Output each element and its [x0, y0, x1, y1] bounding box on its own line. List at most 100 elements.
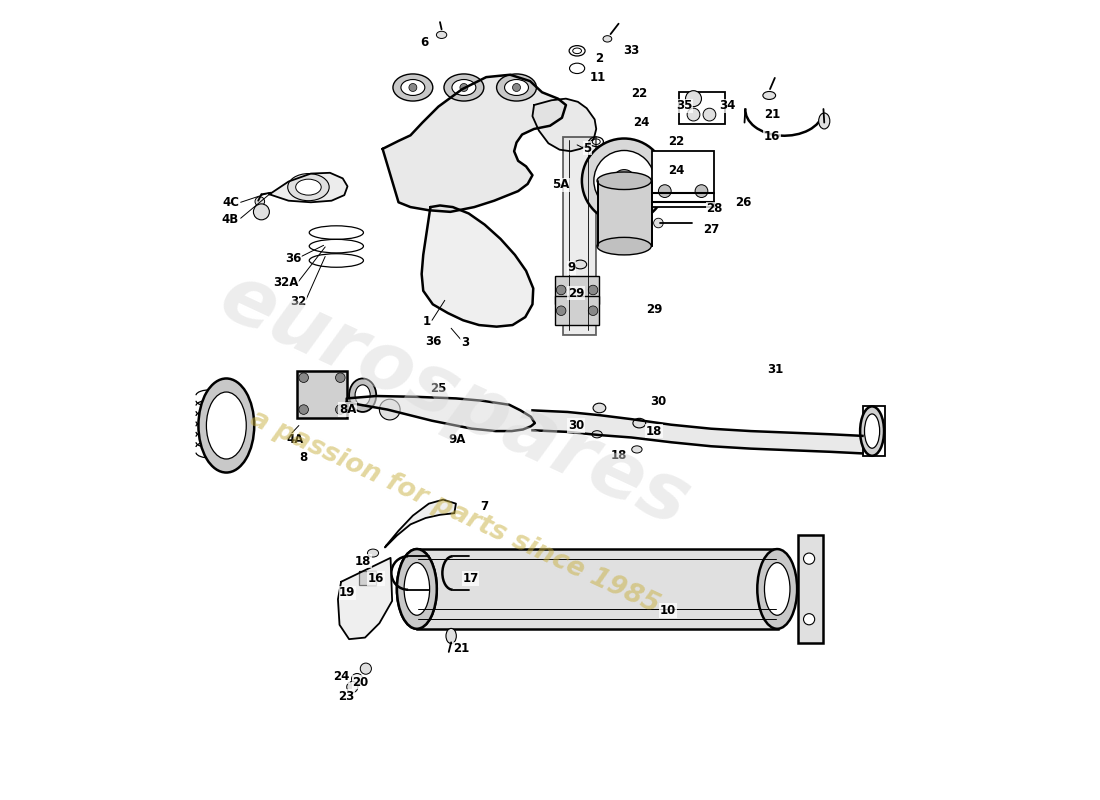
Text: 32A: 32A [273, 275, 298, 289]
Ellipse shape [597, 172, 651, 190]
Text: 17: 17 [462, 572, 478, 585]
Ellipse shape [288, 174, 329, 201]
Text: 36: 36 [285, 251, 301, 265]
Ellipse shape [437, 31, 447, 38]
Text: 8A: 8A [339, 403, 356, 416]
Text: 34: 34 [719, 99, 736, 112]
Bar [798, 534, 824, 643]
Text: 29: 29 [646, 302, 662, 316]
Bar [417, 549, 778, 629]
Circle shape [588, 306, 597, 315]
Text: 9A: 9A [448, 433, 465, 446]
Ellipse shape [597, 238, 651, 255]
Polygon shape [383, 74, 565, 212]
Text: 4C: 4C [222, 196, 239, 209]
Ellipse shape [452, 79, 476, 95]
Ellipse shape [444, 74, 484, 101]
Circle shape [557, 306, 565, 315]
Ellipse shape [505, 79, 528, 95]
Circle shape [379, 399, 400, 420]
Ellipse shape [631, 446, 642, 453]
Circle shape [695, 185, 708, 198]
Circle shape [513, 83, 520, 91]
Text: 8: 8 [299, 451, 308, 464]
Ellipse shape [355, 385, 371, 406]
Text: 28: 28 [706, 202, 723, 215]
Text: 36: 36 [426, 334, 442, 347]
Bar [554, 296, 600, 325]
Text: 29: 29 [568, 286, 584, 300]
Bar [679, 92, 725, 124]
Circle shape [703, 108, 716, 121]
Polygon shape [421, 206, 534, 326]
Bar [652, 151, 714, 207]
Circle shape [659, 185, 671, 198]
Text: 24: 24 [333, 670, 350, 683]
Circle shape [299, 405, 308, 414]
Polygon shape [346, 396, 535, 431]
Text: 25: 25 [430, 382, 447, 395]
Text: 24: 24 [632, 116, 649, 129]
Text: 33: 33 [624, 44, 639, 58]
Text: 26: 26 [735, 196, 751, 209]
Text: 32: 32 [289, 294, 306, 308]
Text: 16: 16 [763, 130, 780, 143]
Text: a passion for parts since 1985: a passion for parts since 1985 [245, 405, 663, 618]
Circle shape [336, 405, 345, 414]
Circle shape [653, 218, 663, 228]
Text: 4B: 4B [222, 214, 239, 226]
Text: 9: 9 [568, 261, 575, 274]
Circle shape [613, 170, 636, 192]
Text: 2: 2 [595, 52, 603, 66]
Ellipse shape [349, 378, 376, 412]
Ellipse shape [593, 403, 606, 413]
Text: 7: 7 [481, 500, 488, 514]
Text: 3: 3 [461, 336, 469, 349]
Ellipse shape [860, 406, 884, 456]
Circle shape [582, 138, 667, 223]
Ellipse shape [603, 36, 612, 42]
Ellipse shape [367, 549, 378, 557]
Text: 5A: 5A [551, 178, 569, 191]
Ellipse shape [446, 629, 456, 643]
Text: 18: 18 [355, 554, 372, 567]
Text: 10: 10 [660, 604, 676, 617]
Circle shape [361, 663, 372, 674]
Text: 20: 20 [352, 676, 368, 689]
Text: 24: 24 [668, 164, 684, 177]
Circle shape [803, 553, 815, 564]
Text: 30: 30 [568, 419, 584, 432]
Text: 1: 1 [422, 315, 430, 328]
Bar [862, 406, 884, 456]
Text: 5: 5 [583, 142, 592, 154]
Polygon shape [338, 558, 392, 639]
Ellipse shape [496, 74, 537, 101]
Circle shape [460, 83, 467, 91]
Circle shape [557, 286, 565, 294]
Text: 4A: 4A [287, 434, 305, 446]
Text: 19: 19 [339, 586, 355, 599]
Circle shape [803, 614, 815, 625]
Text: 11: 11 [590, 71, 606, 85]
Text: 22: 22 [668, 135, 684, 148]
Bar [563, 137, 596, 334]
Text: 21: 21 [453, 642, 469, 655]
Ellipse shape [818, 113, 829, 129]
Circle shape [346, 682, 358, 693]
Circle shape [409, 83, 417, 91]
Ellipse shape [757, 549, 798, 629]
Ellipse shape [393, 74, 432, 101]
Circle shape [336, 373, 345, 382]
Ellipse shape [404, 562, 430, 615]
Ellipse shape [764, 562, 790, 615]
Ellipse shape [198, 378, 254, 473]
Text: 18: 18 [646, 425, 662, 438]
Ellipse shape [865, 414, 880, 448]
Ellipse shape [207, 392, 246, 459]
Text: 27: 27 [703, 223, 719, 236]
Circle shape [253, 204, 270, 220]
Text: 30: 30 [650, 395, 667, 408]
Polygon shape [270, 173, 348, 202]
Ellipse shape [592, 430, 602, 438]
Circle shape [255, 197, 265, 206]
